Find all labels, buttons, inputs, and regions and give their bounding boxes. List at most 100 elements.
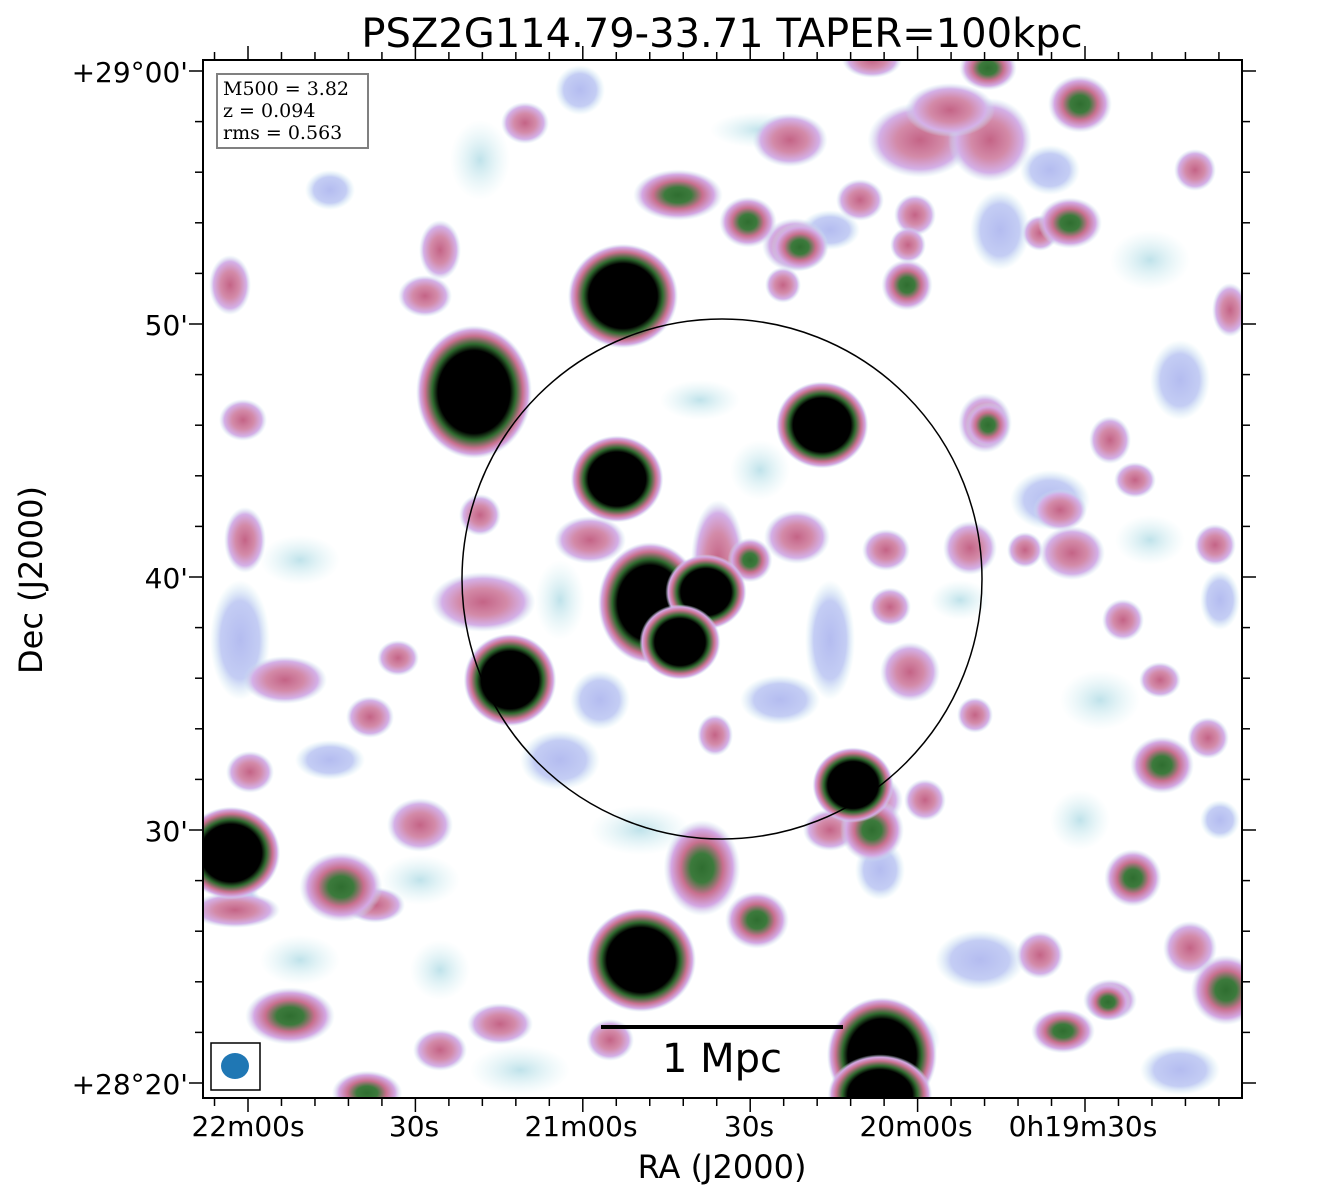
diffuse-emission — [1060, 670, 1140, 730]
faint-source — [1033, 489, 1087, 531]
diffuse-emission — [1050, 790, 1110, 850]
radio-source — [633, 169, 723, 221]
faint-source — [862, 529, 910, 571]
bright-source — [812, 747, 894, 823]
info-mass: M500 = 3.82 — [223, 78, 349, 100]
faint-source — [1139, 662, 1181, 698]
faint-source — [459, 494, 501, 536]
diffuse-emission — [305, 170, 355, 210]
faint-source — [904, 779, 946, 821]
faint-source — [880, 642, 940, 702]
radio-source — [245, 987, 335, 1045]
x-tick-label: 30s — [389, 1110, 439, 1143]
faint-source — [1114, 462, 1156, 498]
faint-source — [836, 179, 884, 221]
diffuse-emission — [805, 580, 855, 700]
diffuse-emission — [470, 1045, 570, 1095]
faint-source — [752, 113, 828, 167]
image-area — [203, 60, 1242, 1098]
faint-source — [203, 892, 280, 928]
y-tick-label: +28°20' — [72, 1068, 188, 1101]
diffuse-emission — [740, 675, 820, 725]
faint-source — [377, 640, 419, 676]
info-redshift: z = 0.094 — [223, 100, 315, 122]
scale-bar-label: 1 Mpc — [662, 1036, 782, 1082]
faint-source — [894, 194, 936, 236]
diffuse-emission — [570, 670, 630, 730]
diffuse-emission — [970, 190, 1030, 270]
faint-source — [765, 267, 801, 303]
bright-source — [463, 633, 557, 727]
r500-circle — [461, 318, 983, 840]
x-axis-title: RA (J2000) — [638, 1148, 807, 1186]
radio-source — [663, 820, 741, 916]
x-tick-label: 30s — [724, 1110, 774, 1143]
y-axis-title: Dec (J2000) — [12, 486, 50, 674]
diffuse-emission — [1020, 145, 1080, 195]
faint-source — [419, 220, 461, 280]
faint-source — [346, 696, 394, 738]
faint-source — [224, 507, 266, 573]
faint-source — [764, 510, 830, 564]
faint-source — [413, 1029, 467, 1071]
faint-source — [501, 102, 549, 144]
diffuse-emission — [1200, 570, 1240, 630]
faint-source — [943, 521, 997, 575]
radio-source — [1038, 197, 1102, 249]
diffuse-emission — [535, 560, 585, 640]
radio-source — [1104, 849, 1162, 907]
x-tick-label: 21m00s — [524, 1110, 637, 1143]
faint-source — [1194, 524, 1236, 566]
faint-source — [430, 572, 536, 632]
faint-source — [398, 275, 452, 317]
bright-source — [203, 806, 281, 900]
diffuse-emission — [590, 805, 690, 855]
faint-source — [1007, 532, 1043, 568]
faint-source — [1212, 283, 1242, 337]
y-tick-label: 30' — [145, 815, 188, 848]
bright-source — [567, 243, 679, 349]
faint-source — [219, 399, 267, 441]
scale-bar: 1 Mpc — [601, 1025, 843, 1082]
diffuse-emission — [555, 65, 605, 115]
bright-source — [775, 381, 869, 469]
radio-source — [331, 1070, 403, 1098]
faint-source — [554, 516, 626, 564]
x-tick-labels: 22m00s 30s 21m00s 30s 20m00s 0h19m30s — [191, 1110, 1157, 1143]
faint-source — [1102, 599, 1144, 641]
faint-source — [957, 697, 993, 733]
diffuse-emission — [1115, 515, 1185, 565]
diffuse-emission — [295, 740, 365, 780]
faint-source — [387, 798, 453, 852]
radio-source — [1031, 1008, 1095, 1054]
diffuse-emission — [660, 380, 740, 420]
faint-source — [842, 60, 902, 78]
radio-source — [719, 196, 777, 248]
diffuse-emission — [935, 930, 1025, 990]
diffuse-emission — [520, 730, 600, 790]
diffuse-emission — [260, 935, 340, 985]
emission-layer — [203, 60, 1242, 1098]
diffuse-emission — [380, 855, 460, 905]
bright-source — [416, 325, 532, 459]
faint-source — [697, 714, 733, 756]
radio-source — [965, 402, 1011, 448]
diffuse-emission — [1140, 1045, 1220, 1095]
diffuse-emission — [1200, 800, 1240, 840]
faint-source — [1163, 921, 1217, 975]
faint-source — [890, 227, 926, 263]
faint-source — [467, 1003, 533, 1045]
faint-source — [209, 255, 251, 315]
radio-source — [1085, 982, 1131, 1022]
plot-title: PSZ2G114.79-33.71 TAPER=100kpc — [361, 11, 1082, 57]
faint-source — [586, 1019, 634, 1061]
diffuse-emission — [450, 120, 510, 200]
info-rms: rms = 0.563 — [223, 122, 342, 144]
diffuse-emission — [730, 440, 790, 500]
x-tick-label: 22m00s — [191, 1110, 304, 1143]
y-tick-label: +29°00' — [72, 56, 188, 89]
faint-source — [905, 83, 995, 137]
radio-source — [1130, 736, 1194, 794]
diffuse-emission — [1150, 340, 1210, 420]
